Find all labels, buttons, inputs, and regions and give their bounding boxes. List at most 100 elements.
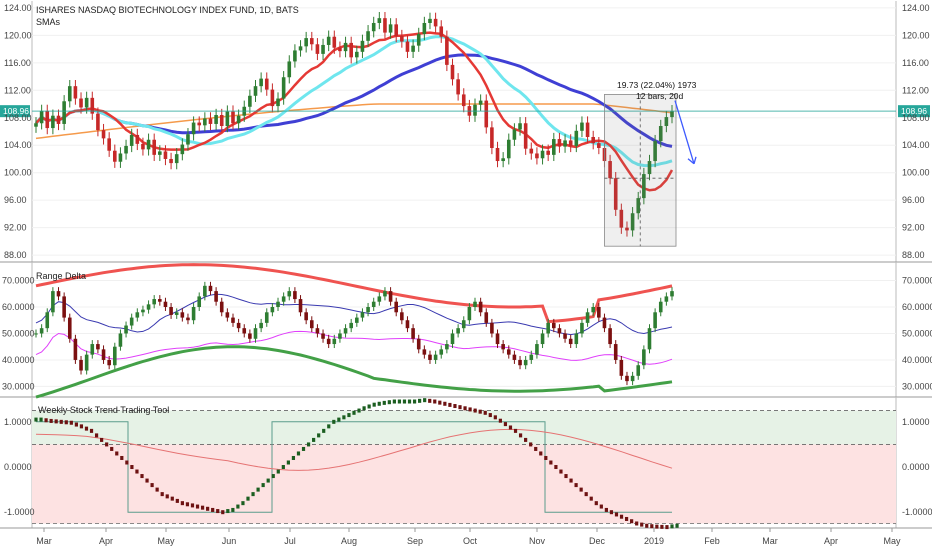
range-delta-tick-right: 50.0000 [902,328,932,338]
price-candle-body [248,95,252,107]
trend-candle [125,460,129,465]
price-candle-body [208,118,213,124]
trend-candle [589,496,593,501]
time-axis-label: Apr [99,536,113,546]
price-candle-body [585,122,590,137]
price-candle-body [546,150,550,155]
range-candle-body [568,338,573,345]
price-candle-body [73,86,78,99]
price-candle-body [664,117,669,127]
weekly-trend-right-ticks: 1.0000 0.0000 -1.0000 [902,417,932,517]
price-candle-body [236,115,241,124]
range-candle-body [636,365,641,376]
trend-candle [231,507,235,512]
price-candle-body [259,78,263,87]
trend-candle [524,437,528,442]
range-candle-body [608,328,612,345]
projection-arrow-shaft [674,100,695,164]
price-candle-body [591,136,596,144]
price-candle-body [45,110,50,129]
time-axis-label: Feb [704,536,720,546]
trend-candle [428,398,432,403]
sma-cyan-line [34,35,673,168]
trend-candle [322,428,326,433]
time-axis-label: May [883,536,901,546]
range-candle-body [315,328,320,334]
price-tick-label-right: 112.00 [902,85,929,95]
trend-candle [120,455,124,460]
range-candle-body [512,354,517,360]
range-candle-body [225,312,230,318]
time-axis-label: Mar [762,536,778,546]
price-candle-body [349,42,353,58]
price-candle-body [276,98,280,107]
range-delta-left-ticks: 70.0000 60.0000 50.0000 40.0000 30.0000 [2,276,35,392]
trend-candle [64,420,68,425]
weekly-trend-left-ticks: 1.0000 0.0000 -1.0000 [4,417,35,517]
weekly-trend-lines [35,421,673,513]
range-candle-body [259,322,263,329]
range-candle-body [56,291,61,297]
range-candle-body [563,333,567,339]
range-candle-body [400,312,404,321]
trend-candle [463,406,467,411]
range-candle-body [163,301,168,307]
range-candle-body [552,322,556,329]
trend-tick-right: 1.0000 [902,417,930,427]
range-delta-tick-left: 70.0000 [2,276,35,286]
range-candle-body [518,359,522,366]
range-candle-body [169,307,173,315]
range-candle-body [90,344,95,355]
range-candle-body [231,317,235,323]
last-price-tag-left-text: 108.96 [3,106,29,116]
range-candle-body [208,285,213,292]
price-candle-body [416,33,421,46]
range-candle-body [428,354,432,360]
range-candle-body [602,317,607,329]
range-candle-body [34,333,38,335]
trend-candle [261,483,265,488]
price-candle-body [473,104,477,116]
range-delta-pane[interactable]: 70.0000 60.0000 50.0000 40.0000 30.0000 70.0… [0,262,932,399]
trend-candle [312,437,316,442]
trend-candle [539,451,543,456]
range-candle-body [152,299,156,305]
price-tick-label-right: 88.00 [902,250,925,260]
price-candle-body [118,153,123,162]
range-candle-body [112,346,117,366]
range-candle-body [366,307,370,313]
time-axis[interactable]: Mar Apr May Jun Jul Aug Sep Oct Nov Dec 2019 Feb Mar… [36,528,901,546]
price-candle-body [445,36,449,65]
price-candle-body [670,111,674,118]
price-candle-body [67,86,72,102]
price-candle-body [287,61,292,78]
range-candle-body [96,344,100,350]
time-axis-label: May [157,536,175,546]
trend-candle [200,505,205,510]
time-axis-label: Sep [407,536,423,546]
trend-candle [79,424,84,429]
sma-indicator-label: SMAs [36,17,61,27]
trend-tick-left: 1.0000 [4,417,32,427]
price-candle-body [490,127,494,148]
time-axis-label: Oct [463,536,478,546]
range-candle-body [67,317,72,339]
price-candle-body [163,151,168,159]
trend-candle [221,510,225,515]
price-candle-body [400,36,404,42]
price-tick-label-left: 88.00 [4,250,27,260]
price-tick-label-left: 124.00 [4,3,32,13]
range-candle-body [670,291,674,297]
price-candle-body [461,94,466,107]
price-candle-body [281,77,286,99]
trend-candle [640,522,644,527]
price-tick-label-left: 112.00 [4,85,31,95]
range-candle-body [355,317,359,323]
price-candle-body [422,22,427,34]
main-pane[interactable]: 108.96 108.96 124.00120.00116.00112.00108… [0,1,932,263]
price-candle-body [411,45,415,52]
trend-candle [508,425,513,430]
trend-candle [165,494,169,499]
